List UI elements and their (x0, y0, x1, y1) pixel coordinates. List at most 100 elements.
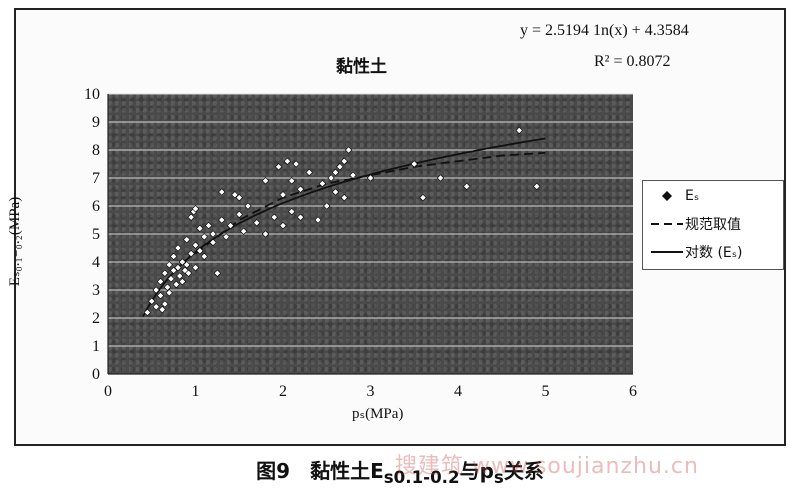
y-tick-label: 8 (92, 142, 100, 159)
figure-caption: 图9 黏性土Es0.1-0.2与ps关系 (256, 459, 544, 487)
chart-title: 黏性土 (336, 57, 387, 77)
data-point (336, 163, 344, 171)
data-point (463, 182, 471, 191)
x-tick-label: 6 (629, 383, 637, 400)
data-point (191, 205, 200, 213)
legend-item-scatter: Eₛ (649, 185, 699, 207)
data-point (178, 258, 186, 266)
data-point (187, 249, 195, 258)
data-point (331, 168, 340, 177)
data-point (231, 191, 239, 199)
data-point (191, 263, 200, 272)
data-point (172, 280, 180, 289)
data-point (366, 174, 375, 182)
data-point (156, 291, 165, 300)
data-point (279, 221, 287, 230)
data-point (515, 126, 523, 135)
data-point (235, 193, 243, 202)
data-point (253, 219, 261, 227)
y-axis-label: Eₛ₀.₁₋₀.₂(MPa) (7, 196, 24, 287)
data-point (226, 221, 235, 230)
data-point (170, 252, 178, 261)
data-point (327, 174, 335, 182)
data-point (200, 233, 208, 241)
data-point (292, 160, 300, 168)
data-point (345, 146, 353, 154)
data-point (261, 230, 270, 238)
data-point (283, 157, 291, 165)
y-tick-label: 4 (92, 254, 100, 271)
data-point (165, 261, 173, 269)
data-point (183, 261, 191, 269)
data-point (288, 207, 296, 216)
data-point (314, 216, 322, 224)
data-point (184, 269, 193, 277)
legend-item-fit: 对数 (Eₛ) (649, 241, 742, 263)
y-tick-label: 6 (92, 198, 100, 215)
data-point (200, 252, 208, 261)
data-point (183, 235, 191, 244)
data-point (533, 182, 541, 191)
data-point (218, 216, 226, 224)
data-point (174, 244, 182, 252)
data-point (205, 221, 213, 230)
data-point (143, 308, 151, 317)
data-point (152, 286, 160, 294)
data-point (191, 241, 200, 249)
data-point (279, 191, 287, 199)
log-fit-line (142, 137, 546, 318)
legend: Eₛ 规范取值 对数 (Eₛ) (642, 180, 784, 270)
data-point (305, 168, 313, 177)
data-point (436, 174, 445, 182)
y-tick-label: 10 (84, 86, 100, 103)
x-tick-label: 3 (367, 383, 375, 400)
data-point (187, 213, 195, 221)
x-tick-label: 2 (279, 383, 287, 400)
x-tick-label: 0 (104, 383, 112, 400)
data-point (156, 277, 165, 286)
data-point (222, 233, 230, 241)
data-point (170, 266, 178, 275)
fit-equation: y = 2.5194 1n(x) + 4.3584 (520, 22, 689, 39)
x-tick-label: 4 (454, 383, 462, 400)
y-tick-label: 5 (92, 226, 100, 243)
data-point (158, 305, 166, 314)
y-tick-label: 3 (92, 282, 100, 299)
data-point (318, 179, 326, 188)
data-point (419, 193, 427, 202)
legend-label-fit: 对数 (Eₛ) (685, 245, 743, 261)
legend-item-code: 规范取值 (649, 213, 741, 235)
data-point (331, 188, 340, 196)
data-point (165, 289, 173, 297)
data-point (218, 188, 226, 196)
data-point (181, 266, 189, 275)
legend-label-scatter: Eₛ (685, 188, 700, 204)
data-point (167, 275, 175, 283)
y-tick-label: 2 (92, 310, 100, 327)
legend-label-code: 规范取值 (685, 217, 741, 233)
data-point (349, 171, 357, 179)
data-point (340, 157, 348, 165)
data-point (261, 177, 270, 185)
data-point (152, 303, 160, 311)
y-tick-label: 9 (92, 114, 100, 131)
data-point (235, 210, 243, 219)
data-point (213, 269, 221, 277)
data-point (161, 300, 169, 308)
data-point (410, 160, 418, 168)
data-point (174, 263, 182, 272)
data-point (340, 193, 348, 202)
data-point (244, 202, 252, 210)
data-point (178, 277, 186, 286)
r-squared: R² = 0.8072 (594, 53, 671, 70)
data-point (270, 213, 278, 221)
data-point (196, 224, 204, 233)
data-point (323, 202, 331, 210)
dashed-line-icon (649, 218, 685, 230)
y-tick-label: 7 (92, 170, 100, 187)
diamond-marker-icon (649, 190, 685, 202)
solid-line-icon (649, 246, 685, 258)
data-point (176, 272, 184, 280)
data-point (196, 247, 204, 255)
